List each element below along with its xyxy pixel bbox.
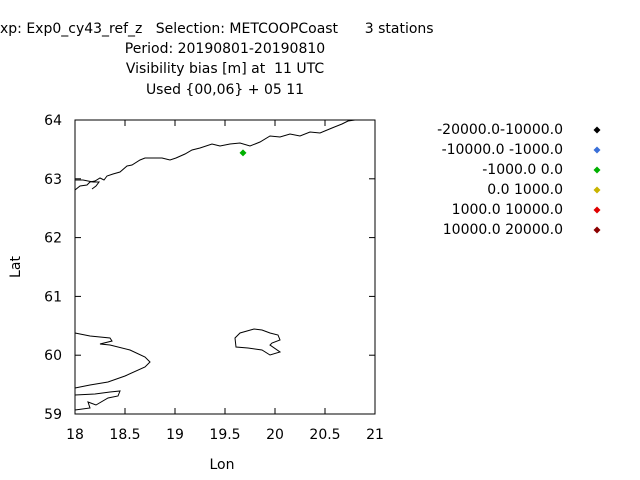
x-tick-label: 19.5 bbox=[209, 427, 240, 443]
title-line-1: xp: Exp0_cy43_ref_z Selection: METCOOPCo… bbox=[0, 21, 434, 37]
title-line-4: Used {00,06} + 05 11 bbox=[145, 82, 305, 98]
legend-markers bbox=[593, 126, 601, 234]
coastline-segment bbox=[234, 328, 282, 356]
axis-ticks: 18 18.5 19 19.5 20 20.5 21 59 60 61 62 63 64 bbox=[44, 113, 384, 443]
y-axis-label: Lat bbox=[8, 256, 24, 278]
title-line-3: Visibility bias [m] at 11 UTC bbox=[125, 61, 325, 77]
plot-border bbox=[74, 119, 376, 415]
x-axis-label: Lon bbox=[210, 457, 235, 473]
title-line-2: Period: 20190801-20190810 bbox=[124, 41, 326, 57]
x-tick-label: 20.5 bbox=[309, 427, 340, 443]
coastline bbox=[74, 119, 356, 411]
legend-item-label: -1000.0 0.0 bbox=[482, 162, 563, 178]
legend-marker bbox=[593, 146, 601, 154]
x-tick-label: 21 bbox=[366, 427, 384, 443]
coastline-segment bbox=[75, 179, 100, 190]
x-tick-label: 20 bbox=[266, 427, 284, 443]
y-tick-label: 61 bbox=[44, 289, 62, 305]
legend-item-label: 1000.0 10000.0 bbox=[451, 202, 563, 218]
x-tick-label: 18 bbox=[66, 427, 84, 443]
y-tick-label: 60 bbox=[44, 348, 62, 364]
legend-item-label: 0.0 1000.0 bbox=[487, 182, 563, 198]
coastline-segment bbox=[74, 332, 151, 389]
x-tick-label: 18.5 bbox=[109, 427, 140, 443]
y-tick-label: 64 bbox=[44, 113, 62, 129]
legend-marker bbox=[593, 226, 601, 234]
station-point bbox=[239, 149, 247, 157]
legend-item-label: 10000.0 20000.0 bbox=[442, 222, 563, 238]
legend-marker bbox=[593, 166, 601, 174]
x-tick-label: 19 bbox=[166, 427, 184, 443]
legend-marker bbox=[593, 126, 601, 134]
y-tick-label: 59 bbox=[44, 407, 62, 423]
legend-marker bbox=[593, 186, 601, 194]
coastline-segment bbox=[74, 390, 121, 411]
coastline-segment bbox=[74, 119, 356, 191]
y-tick-label: 63 bbox=[44, 172, 62, 188]
legend-item-label: -20000.0-10000.0 bbox=[437, 122, 563, 138]
y-tick-label: 62 bbox=[44, 231, 62, 247]
station-points bbox=[239, 149, 247, 157]
plot-frame bbox=[74, 119, 376, 415]
legend-marker bbox=[593, 206, 601, 214]
legend-item-label: -10000.0 -1000.0 bbox=[441, 142, 563, 158]
